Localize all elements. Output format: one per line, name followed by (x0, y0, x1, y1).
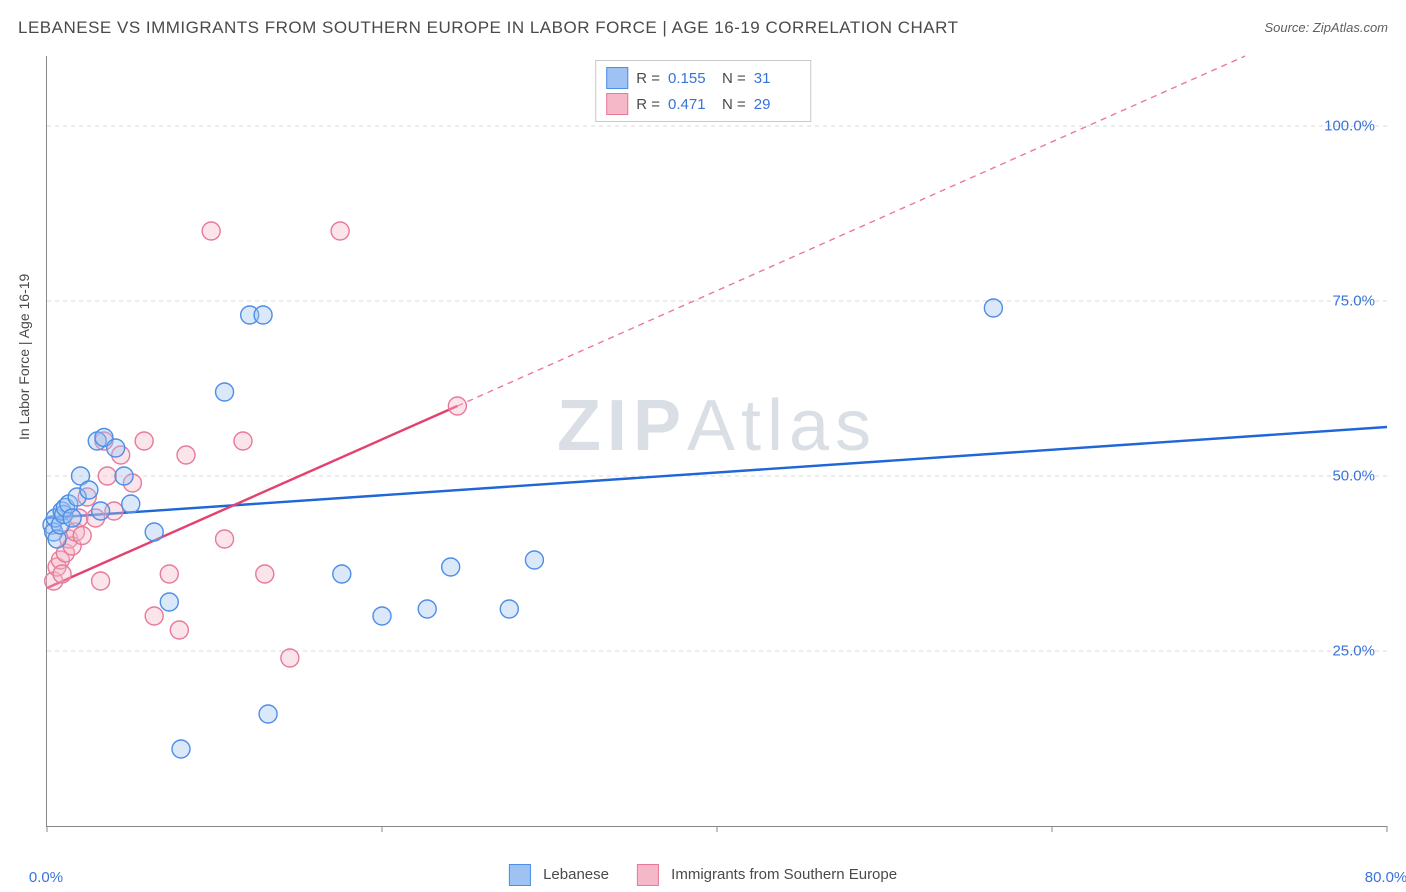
bottom-legend: Lebanese Immigrants from Southern Europe (509, 864, 897, 886)
stat-n-b: 29 (754, 96, 800, 113)
y-tick-label: 25.0% (1332, 643, 1375, 660)
y-tick-label: 100.0% (1324, 118, 1375, 135)
chart-title: LEBANESE VS IMMIGRANTS FROM SOUTHERN EUR… (18, 18, 958, 37)
stat-r-b: 0.471 (668, 96, 714, 113)
legend-label-a: Lebanese (543, 866, 609, 883)
y-axis-label: In Labor Force | Age 16-19 (16, 274, 32, 440)
stats-legend-box: R = 0.155 N = 31 R = 0.471 N = 29 (595, 60, 811, 122)
stat-n-label: N = (722, 70, 746, 87)
stat-r-label-2: R = (636, 96, 660, 113)
stat-r-a: 0.155 (668, 70, 714, 87)
chart-svg (47, 56, 1387, 826)
legend-label-b: Immigrants from Southern Europe (671, 866, 897, 883)
x-tick-min: 0.0% (29, 869, 63, 886)
legend-item-b: Immigrants from Southern Europe (637, 864, 897, 886)
x-tick-max: 80.0% (1365, 869, 1406, 886)
stats-row-a: R = 0.155 N = 31 (606, 65, 800, 91)
legend-swatch-b (637, 864, 659, 886)
swatch-series-b (606, 93, 628, 115)
stat-r-label: R = (636, 70, 660, 87)
stat-n-label-2: N = (722, 96, 746, 113)
legend-swatch-a (509, 864, 531, 886)
y-tick-label: 50.0% (1332, 468, 1375, 485)
legend-item-a: Lebanese (509, 864, 609, 886)
stats-row-b: R = 0.471 N = 29 (606, 91, 800, 117)
y-tick-label: 75.0% (1332, 293, 1375, 310)
plot-area: ZIPAtlas 25.0%50.0%75.0%100.0% (46, 56, 1387, 827)
stat-n-a: 31 (754, 70, 800, 87)
source-label: Source: ZipAtlas.com (1264, 20, 1388, 35)
swatch-series-a (606, 67, 628, 89)
